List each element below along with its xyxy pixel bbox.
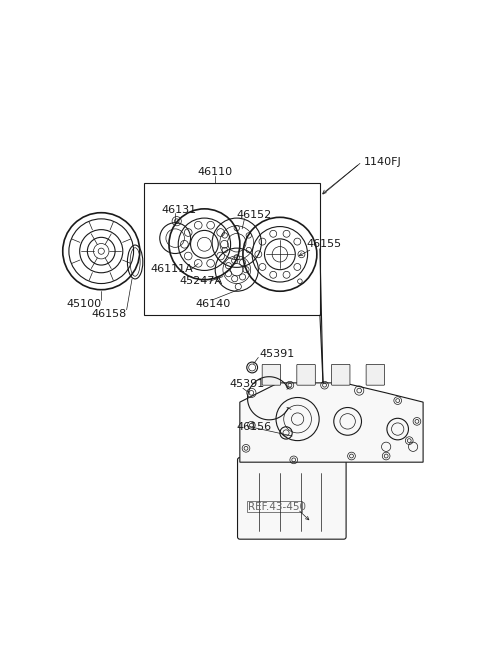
FancyBboxPatch shape: [262, 364, 281, 385]
FancyBboxPatch shape: [297, 364, 315, 385]
Text: 46152: 46152: [237, 210, 272, 220]
Text: 46158: 46158: [91, 308, 127, 319]
Text: 1140FJ: 1140FJ: [364, 157, 402, 167]
Text: 46155: 46155: [307, 239, 342, 249]
Polygon shape: [240, 383, 423, 462]
FancyBboxPatch shape: [332, 364, 350, 385]
Text: 46156: 46156: [237, 422, 272, 432]
FancyBboxPatch shape: [366, 364, 384, 385]
Bar: [144, 182, 320, 315]
Text: REF.43-450: REF.43-450: [248, 502, 306, 512]
Text: 45100: 45100: [67, 298, 102, 308]
FancyBboxPatch shape: [238, 458, 346, 539]
Text: 46131: 46131: [161, 205, 196, 215]
Text: 45247A: 45247A: [179, 276, 222, 286]
Text: 46140: 46140: [195, 298, 230, 308]
Text: 46110: 46110: [198, 167, 233, 177]
Text: 46111A: 46111A: [151, 264, 193, 274]
Text: 45391: 45391: [259, 350, 294, 359]
Text: 45391: 45391: [229, 379, 264, 390]
